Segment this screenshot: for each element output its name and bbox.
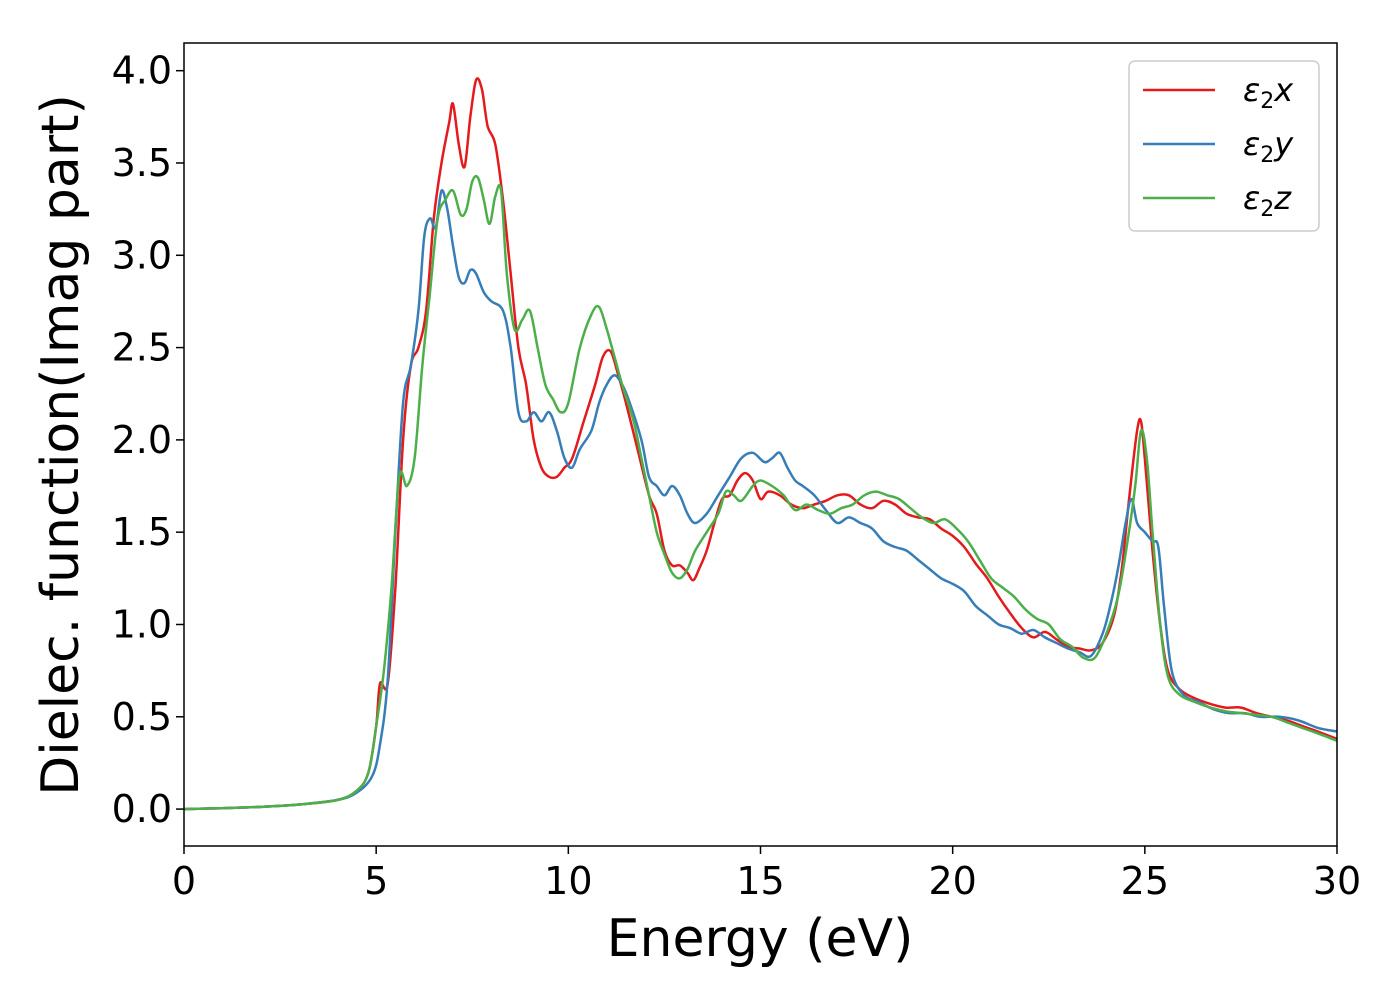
legend-label-x: ε2x — [1243, 71, 1294, 114]
x-tick-label: 30 — [1313, 859, 1361, 903]
legend-frame — [1128, 60, 1320, 232]
x-axis-label: Energy (eV) — [607, 909, 914, 969]
y-tick-label: 2.5 — [112, 326, 172, 370]
y-tick-label: 0.0 — [112, 787, 172, 831]
x-tick-label: 10 — [544, 859, 592, 903]
legend-label-y: ε2y — [1243, 125, 1294, 168]
y-tick-label: 4.0 — [112, 49, 172, 93]
y-tick-label: 3.0 — [112, 233, 172, 277]
y-tick-label: 1.5 — [112, 510, 172, 554]
y-tick-label: 2.0 — [112, 418, 172, 462]
plot-frame — [183, 42, 1338, 847]
series-line-y — [183, 188, 1338, 811]
y-axis-label: Dielec. function(Imag part) — [31, 94, 91, 796]
x-tick-label: 20 — [928, 859, 976, 903]
x-tick-label: 0 — [172, 859, 196, 903]
x-tick-label: 25 — [1121, 859, 1169, 903]
x-ticks: 0 5 10 15 20 25 30 — [172, 846, 1361, 903]
y-ticks: 0.0 0.5 1.0 1.5 2.0 2.5 3.0 3.5 4.0 — [112, 49, 184, 831]
plot-lines — [183, 77, 1338, 811]
y-tick-label: 1.0 — [112, 602, 172, 646]
x-tick-label: 15 — [736, 859, 784, 903]
series-line-x — [183, 77, 1338, 811]
y-tick-label: 0.5 — [112, 695, 172, 739]
series-line-z — [183, 174, 1338, 811]
y-tick-label: 3.5 — [112, 141, 172, 185]
legend: ε2x ε2y ε2z — [1128, 60, 1320, 232]
x-tick-label: 5 — [364, 859, 388, 903]
legend-label-z: ε2z — [1243, 179, 1292, 222]
